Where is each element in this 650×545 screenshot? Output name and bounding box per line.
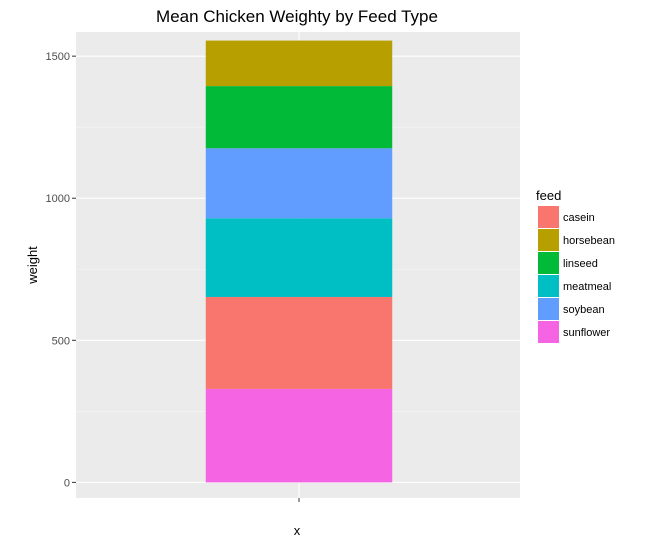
y-axis: 0 500 1000 1500 bbox=[46, 51, 76, 489]
y-tick-label: 1000 bbox=[46, 193, 70, 205]
legend-key-sunflower bbox=[538, 321, 559, 343]
legend-key-soybean bbox=[538, 298, 559, 320]
bar-segment-linseed bbox=[205, 86, 393, 149]
chart-title: Mean Chicken Weighty by Feed Type bbox=[156, 7, 438, 26]
x-axis-title: x bbox=[294, 523, 301, 538]
y-tick-label: 1500 bbox=[46, 51, 70, 63]
legend-label-meatmeal: meatmeal bbox=[563, 281, 611, 293]
y-tick-label: 500 bbox=[52, 335, 70, 347]
legend-title: feed bbox=[536, 188, 561, 203]
bar-segment-casein bbox=[205, 296, 393, 389]
bar-segment-meatmeal bbox=[205, 218, 393, 297]
legend-key-horsebean bbox=[538, 229, 559, 251]
legend-label-sunflower: sunflower bbox=[563, 327, 610, 339]
y-axis-title: weight bbox=[25, 246, 40, 285]
legend-label-horsebean: horsebean bbox=[563, 235, 615, 247]
legend-label-soybean: soybean bbox=[563, 304, 605, 316]
legend-label-linseed: linseed bbox=[563, 258, 598, 270]
bar-segment-sunflower bbox=[205, 388, 393, 483]
bar-stack bbox=[205, 40, 393, 483]
bar-segment-horsebean bbox=[205, 40, 393, 87]
bar-segment-soybean bbox=[205, 148, 393, 219]
legend-key-meatmeal bbox=[538, 275, 559, 297]
legend-label-casein: casein bbox=[563, 212, 595, 224]
legend: feed casein horsebean linseed meatmeal soybe… bbox=[536, 188, 615, 343]
y-tick-label: 0 bbox=[64, 477, 70, 489]
legend-key-casein bbox=[538, 206, 559, 228]
legend-key-linseed bbox=[538, 252, 559, 274]
